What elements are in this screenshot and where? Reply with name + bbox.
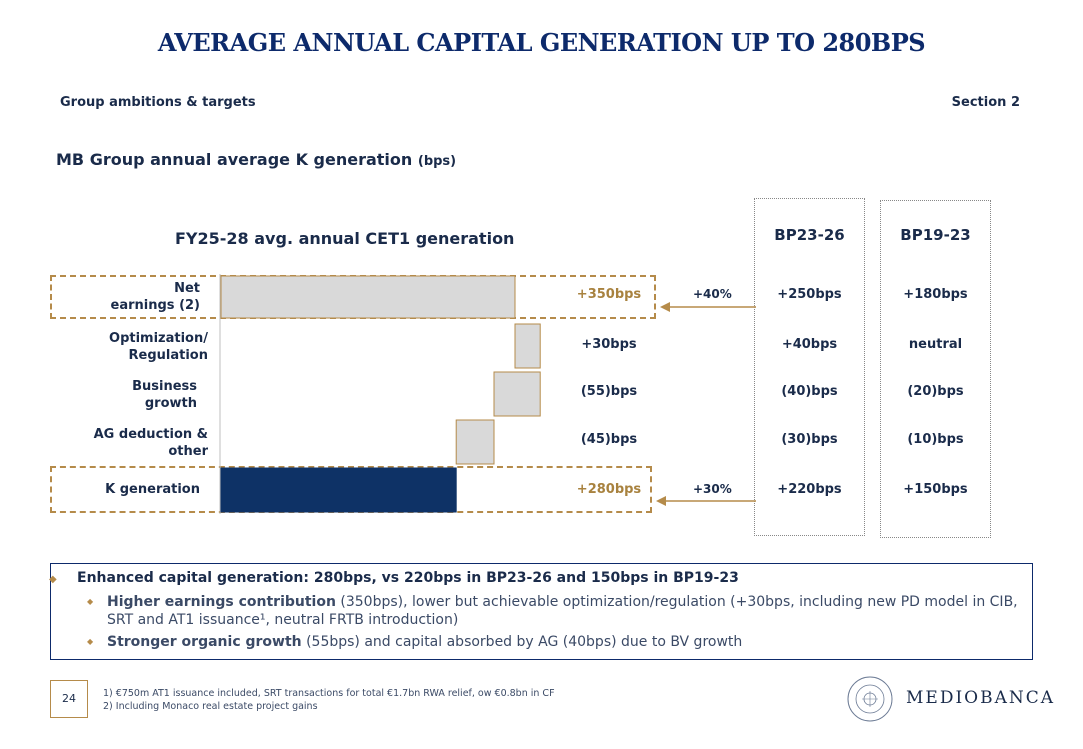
footnote-1: 1) €750m AT1 issuance included, SRT tran… <box>103 688 555 699</box>
bp19-23-header: BP19-23 <box>900 226 971 244</box>
growth-label-net-earnings: +40% <box>693 287 732 301</box>
key-takeaways-box: ◆ Enhanced capital generation: 280bps, v… <box>49 563 1033 660</box>
sub-bullet-organic-growth: Stronger organic growth (55bps) and capi… <box>107 634 743 650</box>
waterfall-bar-business-growth <box>493 371 541 417</box>
row-label-k-generation: K generation <box>105 482 200 497</box>
bp19-23-column <box>880 200 991 538</box>
waterfall-title: FY25-28 avg. annual CET1 generation <box>175 229 515 248</box>
bp19-23-value-k-generation: +150bps <box>903 482 968 497</box>
bp19-23-value-business-growth: (20)bps <box>907 384 964 399</box>
bp19-23-value-ag-deduction: (10)bps <box>907 432 964 447</box>
bp23-26-header: BP23-26 <box>774 226 845 244</box>
fy25-28-value-k-generation: +280bps <box>576 482 642 497</box>
chart-title: MB Group annual average K generation (bp… <box>56 150 456 169</box>
page-title: AVERAGE ANNUAL CAPITAL GENERATION UP TO … <box>157 28 926 57</box>
mediobanca-logo: MEDIOBANCA <box>906 688 1056 708</box>
bp23-26-value-ag-deduction: (30)bps <box>781 432 838 447</box>
fy25-28-value-business-growth: (55)bps <box>580 384 638 399</box>
chart-title-unit: (bps) <box>417 154 457 169</box>
section-label: Section 2 <box>951 95 1020 110</box>
bp23-26-value-k-generation: +220bps <box>777 482 842 497</box>
bullet-diamond-icon: ◆ <box>49 574 57 585</box>
row-label-optimization: Optimization/ Regulation <box>109 331 208 363</box>
page-number: 24 <box>50 680 88 718</box>
bp23-26-value-business-growth: (40)bps <box>781 384 838 399</box>
waterfall-bar-net-earnings-2 <box>220 275 516 319</box>
fy25-28-value-net-earnings: +350bps <box>576 287 642 302</box>
bp19-23-value-optimization: neutral <box>908 337 963 352</box>
sub-bullet-diamond-icon: ◆ <box>87 597 94 606</box>
row-label-business-growth: Business growth <box>132 379 197 411</box>
bp23-26-column <box>754 198 865 536</box>
mediobanca-seal-icon <box>847 676 893 722</box>
waterfall-bar-ag-deduction-other <box>455 419 495 465</box>
fy25-28-value-optimization: +30bps <box>581 337 637 352</box>
footnote-2: 2) Including Monaco real estate project … <box>103 701 318 712</box>
waterfall-bar-optimization-regulation <box>514 323 541 369</box>
fy25-28-value-ag-deduction: (45)bps <box>580 432 638 447</box>
row-label-ag-deduction: AG deduction & other <box>93 427 208 459</box>
sub-bullet-earnings: Higher earnings contribution (350bps), l… <box>107 594 1018 628</box>
waterfall-bar-k-generation <box>220 467 457 513</box>
breadcrumb: Group ambitions & targets <box>60 95 256 110</box>
chart-title-main: MB Group annual average K generation <box>56 150 413 169</box>
sub-bullet-diamond-icon: ◆ <box>87 637 94 646</box>
arrow-left-icon <box>660 302 670 312</box>
row-label-net-earnings: Net earnings (2) <box>110 281 200 313</box>
growth-label-k-generation: +30% <box>693 482 732 496</box>
arrow-left-icon <box>656 496 666 506</box>
bp23-26-value-net-earnings: +250bps <box>777 287 842 302</box>
main-bullet: Enhanced capital generation: 280bps, vs … <box>77 570 739 586</box>
bp19-23-value-net-earnings: +180bps <box>903 287 968 302</box>
bp23-26-value-optimization: +40bps <box>781 337 838 352</box>
